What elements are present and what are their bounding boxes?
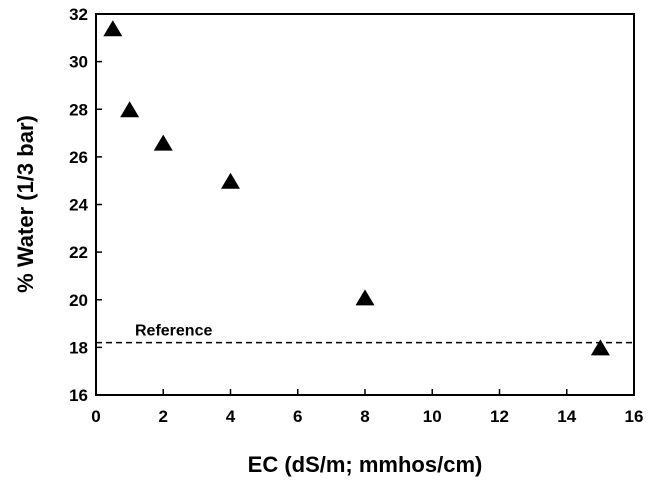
y-tick-label: 24 (69, 196, 88, 215)
x-tick-label: 14 (557, 407, 576, 426)
reference-label: Reference (135, 323, 212, 340)
x-tick-label: 12 (490, 407, 509, 426)
x-axis-title: EC (dS/m; mmhos/cm) (248, 452, 483, 477)
x-tick-label: 16 (625, 407, 644, 426)
y-tick-label: 16 (69, 386, 88, 405)
data-points (103, 20, 610, 356)
x-tick-label: 8 (360, 407, 369, 426)
y-axis-title: % Water (1/3 bar) (13, 115, 38, 293)
y-tick-label: 28 (69, 100, 88, 119)
x-axis-ticks: 0 2 4 6 8 10 12 14 16 (91, 389, 643, 426)
data-point-triangle (221, 172, 240, 189)
y-tick-label: 30 (69, 53, 88, 72)
data-point-triangle (590, 339, 610, 356)
x-tick-label: 0 (91, 407, 100, 426)
y-axis-ticks: 16 18 20 22 24 26 28 30 32 (69, 5, 102, 405)
x-tick-label: 4 (226, 407, 236, 426)
x-tick-label: 2 (159, 407, 168, 426)
y-tick-label: 22 (69, 243, 88, 262)
data-point-triangle (120, 101, 140, 118)
data-point-triangle (355, 289, 375, 306)
y-tick-label: 20 (69, 291, 88, 310)
x-tick-label: 10 (423, 407, 442, 426)
y-tick-label: 26 (69, 148, 88, 167)
y-tick-label: 18 (69, 338, 88, 357)
data-point-triangle (153, 134, 173, 151)
data-point-triangle (103, 20, 123, 37)
x-tick-label: 6 (293, 407, 302, 426)
y-tick-label: 32 (69, 5, 88, 24)
